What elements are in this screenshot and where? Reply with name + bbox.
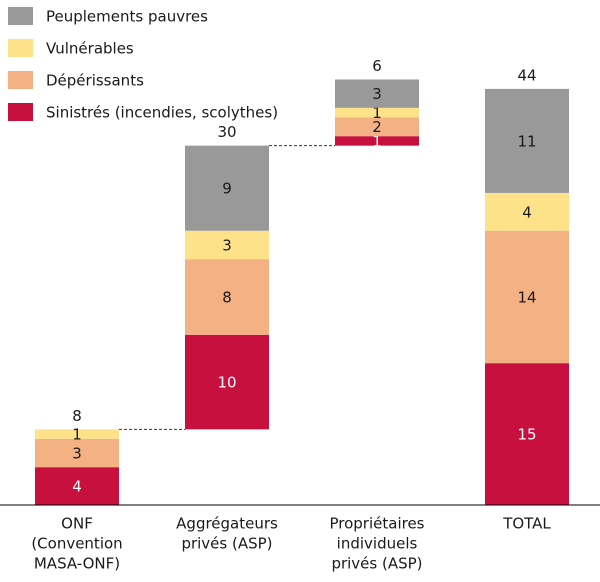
segment-label: 8 <box>222 288 232 306</box>
segment-label: 15 <box>517 426 536 444</box>
bar-segment <box>335 117 419 137</box>
bar-segment <box>485 230 569 364</box>
legend-swatch <box>8 103 33 121</box>
bar-segment <box>335 107 419 118</box>
segment-label: 1 <box>72 426 82 444</box>
x-tick-label: TOTAL <box>502 515 551 533</box>
segment-label: 1 <box>372 104 382 122</box>
bar-segment <box>485 192 569 231</box>
bar-segment <box>485 88 569 193</box>
segment-label: 9 <box>222 180 232 198</box>
bar-segment <box>185 145 269 231</box>
segment-label: 4 <box>522 203 532 221</box>
segment-label: 1 <box>372 132 382 150</box>
legend-swatch <box>8 71 33 89</box>
legend-label: Sinistrés (incendies, scolythes) <box>46 104 278 122</box>
total-label: 30 <box>217 123 236 141</box>
x-tick-label: privés (ASP) <box>331 555 422 573</box>
x-tick-label: privés (ASP) <box>181 535 272 553</box>
total-label: 8 <box>72 407 82 425</box>
bar-segment <box>185 334 269 430</box>
segment-label: 10 <box>217 374 236 392</box>
legend-swatch <box>8 7 33 25</box>
segment-label: 14 <box>517 288 536 306</box>
bar-segment <box>335 136 419 146</box>
x-tick-label: Aggrégateurs <box>176 515 278 533</box>
bar-segment <box>35 467 119 505</box>
bar-segment <box>185 230 269 260</box>
segment-label: 11 <box>517 132 536 150</box>
x-tick-label: ONF <box>61 515 93 533</box>
legend-label: Vulnérables <box>46 40 134 58</box>
segment-label: 3 <box>222 236 232 254</box>
x-tick-label: (Convention <box>31 535 122 553</box>
segment-label: 4 <box>72 478 82 496</box>
segment-label: 3 <box>372 85 382 103</box>
segment-label: 2 <box>372 118 382 136</box>
x-tick-label: Propriétaires <box>329 515 424 533</box>
bar-segment <box>335 79 419 108</box>
bar-segment <box>35 438 119 468</box>
total-label: 6 <box>372 57 382 75</box>
bar-segment <box>485 363 569 505</box>
x-tick-label: individuels <box>337 535 418 553</box>
total-label: 44 <box>517 66 536 84</box>
x-tick-label: MASA-ONF) <box>34 555 120 573</box>
legend-label: Peuplements pauvres <box>46 8 208 26</box>
legend-label: Dépérissants <box>46 72 144 90</box>
legend-swatch <box>8 39 33 57</box>
bar-segment <box>35 429 119 439</box>
bar-segment <box>185 259 269 335</box>
segment-label: 3 <box>72 444 82 462</box>
